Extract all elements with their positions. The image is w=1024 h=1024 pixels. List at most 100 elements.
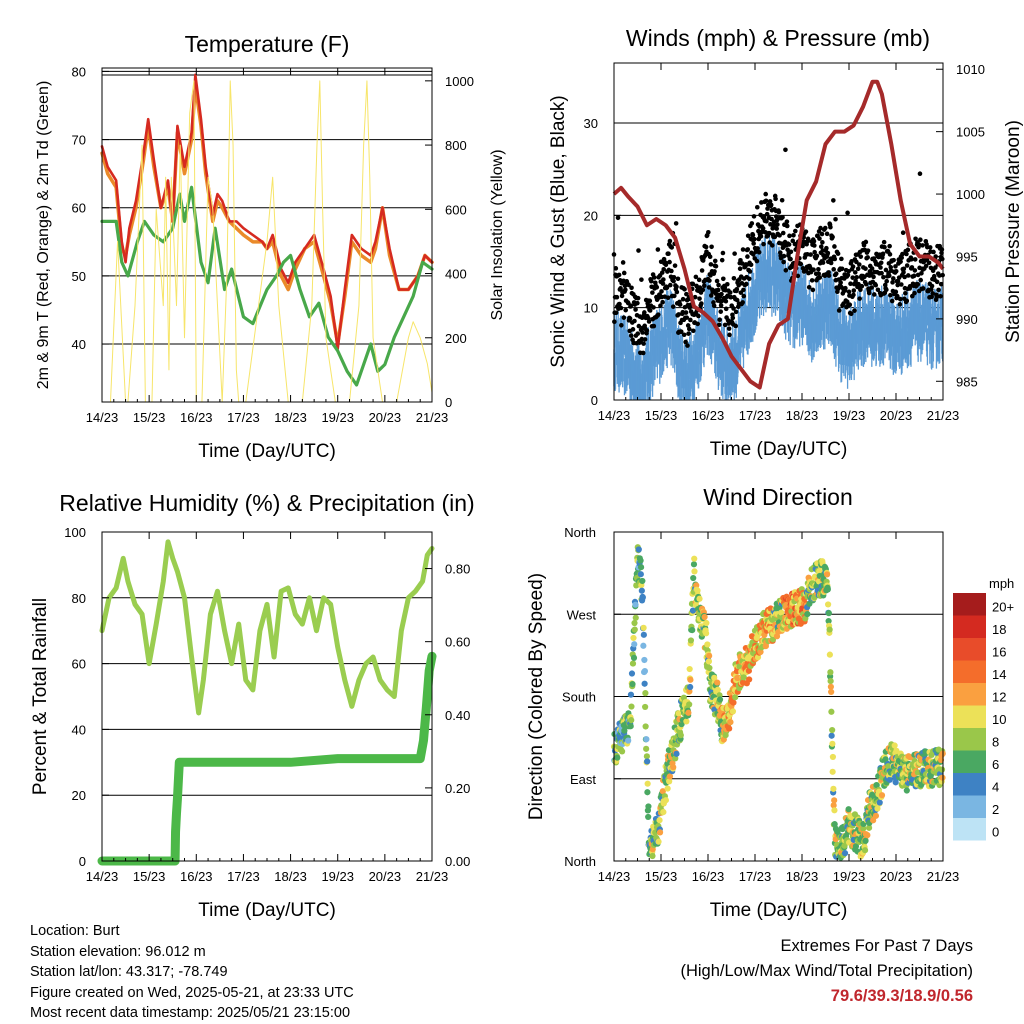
y2-axis-label-winds: Station Pressure (Maroon) <box>1003 120 1024 343</box>
plot-frame-temperature <box>101 67 433 403</box>
wind-gust-point <box>816 266 821 272</box>
wind-gust-point <box>683 310 689 315</box>
y-tick-label: East <box>570 772 596 787</box>
wind-gust-point <box>811 238 817 244</box>
legend-swatch <box>953 728 986 751</box>
direction-point <box>614 754 621 761</box>
direction-point <box>645 803 652 810</box>
direction-point <box>701 613 708 621</box>
wind-gust-point <box>929 283 935 289</box>
wind-gust-point <box>658 303 663 309</box>
wind-gust-point <box>832 244 837 249</box>
wind-gust-point <box>695 321 701 327</box>
wind-gust-point <box>783 267 789 273</box>
y-tick-label: 40 <box>72 337 86 352</box>
wind-gust-point <box>776 209 782 215</box>
wind-gust-point <box>699 268 705 273</box>
wind-gust-point <box>833 271 839 276</box>
y-tick-label: 30 <box>584 116 598 131</box>
wind-gust-point <box>786 242 792 247</box>
legend-label: 10 <box>992 712 1006 727</box>
wind-gust-point <box>850 275 856 280</box>
y-tick-label: North <box>564 854 596 869</box>
wind-gust-point <box>692 294 698 300</box>
direction-point <box>662 797 669 804</box>
x-tick-label: 17/23 <box>739 408 772 423</box>
wind-gust-point <box>703 244 709 250</box>
wind-gust-point <box>812 249 817 255</box>
series-line-temperature-2 <box>100 185 434 387</box>
direction-point <box>827 669 834 676</box>
direction-point <box>860 825 867 832</box>
wind-gust-point <box>640 330 645 335</box>
wind-gust-point <box>675 276 681 282</box>
wind-gust-point <box>845 210 850 216</box>
wind-gust-point <box>655 247 661 252</box>
wind-gust-point <box>793 228 798 234</box>
direction-point <box>706 652 713 659</box>
direction-point <box>829 768 836 775</box>
direction-point <box>938 766 946 773</box>
direction-point <box>828 708 835 715</box>
plot-frame-humidity <box>101 531 433 862</box>
wind-gust-point <box>751 214 757 219</box>
wind-gust-point <box>918 237 923 243</box>
wind-gust-point <box>889 298 895 304</box>
wind-gust-point <box>809 278 815 283</box>
wind-gust-point <box>888 265 894 270</box>
direction-point <box>686 701 693 708</box>
direction-point <box>637 571 644 578</box>
direction-point <box>690 574 697 582</box>
direction-point <box>640 624 647 631</box>
wind-gust-point <box>767 230 772 236</box>
y2-tick-label: 600 <box>445 202 467 217</box>
wind-gust-point <box>939 256 945 262</box>
x-tick-label: 18/23 <box>274 410 307 425</box>
x-axis-label-winds: Time (Day/UTC) <box>710 439 848 460</box>
direction-point <box>891 742 898 749</box>
wind-gust-point <box>808 252 813 257</box>
wind-gust-point <box>646 319 652 324</box>
wind-gust-point <box>846 268 851 274</box>
wind-gust-point <box>805 252 810 257</box>
wind-gust-point <box>785 247 790 253</box>
wind-gust-point <box>845 272 851 278</box>
wind-gust-point <box>806 284 812 290</box>
wind-gust-point <box>680 296 686 302</box>
wind-gust-point <box>744 281 749 287</box>
wind-gust-point <box>734 297 740 303</box>
wind-gust-point <box>822 225 828 231</box>
wind-gust-point <box>667 282 673 288</box>
y2-tick-label: 0.20 <box>445 781 470 796</box>
wind-gust-point <box>843 285 848 291</box>
wind-gust-point <box>715 287 721 293</box>
direction-point <box>827 683 834 690</box>
wind-gust-point <box>687 326 692 332</box>
wind-gust-point <box>707 278 712 283</box>
wind-gust-point <box>886 273 892 279</box>
wind-gust-point <box>661 277 666 282</box>
wind-gust-point <box>784 219 790 224</box>
y2-tick-label: 1010 <box>956 62 985 77</box>
wind-gust-point <box>641 341 646 346</box>
wind-gust-point <box>891 257 896 263</box>
wind-gust-point <box>781 253 787 259</box>
wind-gust-point <box>676 312 682 317</box>
series-line-temperature-3 <box>101 80 433 403</box>
wind-gust-point <box>672 263 678 268</box>
x-tick-label: 21/23 <box>927 869 960 884</box>
direction-point <box>632 614 639 621</box>
wind-gust-point <box>863 266 868 271</box>
direction-point <box>874 805 881 812</box>
wind-gust-point <box>909 257 914 262</box>
wind-gust-point <box>772 234 778 240</box>
direction-point <box>823 571 831 578</box>
wind-gust-point <box>647 308 653 313</box>
y2-tick-label: 990 <box>956 312 978 327</box>
direction-point <box>825 610 832 617</box>
wind-gust-point <box>655 312 661 317</box>
wind-gust-point <box>852 308 857 313</box>
wind-direction-panel: Wind Direction 14/23 15/23 16/23 17/23 18/23 1… <box>526 484 1014 921</box>
direction-point <box>642 703 649 711</box>
